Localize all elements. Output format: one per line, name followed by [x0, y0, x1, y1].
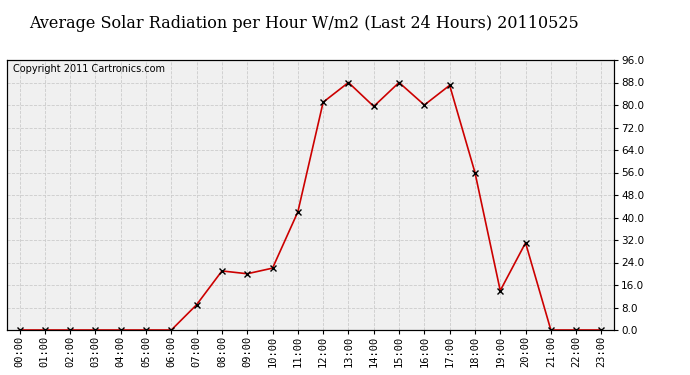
Text: Copyright 2011 Cartronics.com: Copyright 2011 Cartronics.com — [13, 64, 165, 74]
Text: Average Solar Radiation per Hour W/m2 (Last 24 Hours) 20110525: Average Solar Radiation per Hour W/m2 (L… — [29, 15, 578, 32]
